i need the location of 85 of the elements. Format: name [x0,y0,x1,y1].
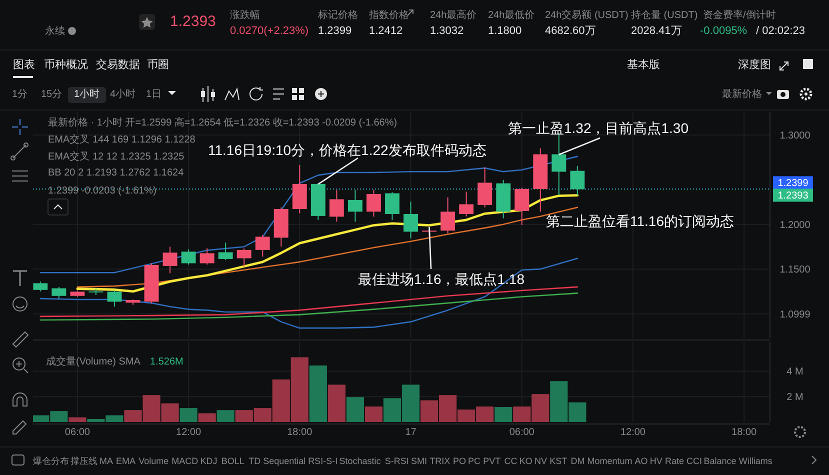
x-tick-label: 12:00 [620,427,646,438]
text: 基本版 [627,58,660,71]
text: / 02:02:23 [756,25,805,37]
text: 图表 [13,58,35,71]
annotation: 第二止盈位看11.16的订阅动态 [546,212,734,229]
annotation: BB 20 2 1.2193 1.2762 1.1624 [48,168,184,178]
text: 币圈 [147,58,169,71]
text: Williams [738,456,773,466]
annotation: 1.526M [150,356,184,368]
x-tick-label: 12:00 [176,427,202,438]
text: 涨跌幅 [230,9,260,21]
text: 深度图 [738,58,771,71]
text: 0.0270(+2.23%) [230,25,309,37]
text: PO [452,456,466,466]
text: 资金费率/倒计时 [703,9,776,21]
y-tick-label: 1.2000 [780,220,811,231]
text: KST [550,456,568,466]
text: 最新价格 [722,88,762,100]
ref-line-label: 1.2399 [778,178,809,190]
text: HV [650,456,662,466]
text: 2028.41万 [631,25,682,37]
text: 24h最高价 [430,9,477,21]
text: KDJ [200,456,218,466]
x-tick-label: 06:00 [64,427,90,438]
text: 1小时 [74,88,100,100]
x-tick-label: 17 [405,427,417,438]
text: KO [519,456,532,466]
text: 指数价格 [368,9,409,21]
text: -0.0095% [700,25,748,37]
text: NV [534,456,547,466]
text: MACD [172,456,199,466]
text: Volume [138,456,169,466]
text: BOLL [221,456,244,466]
y-tick-label: 1.3000 [780,130,811,142]
annotation: 11.16日19:10分，价格在1.22发布取件码动态 [208,142,486,158]
text: 24h最低价 [488,9,535,21]
text: 永续 [45,25,65,37]
annotation: EMA交叉 12 12 1.2325 1.2325 [48,150,185,162]
text: MA [99,456,113,466]
text: 4小时 [110,88,136,100]
y-tick-label: 1.0999 [780,309,811,320]
annotation: EMA交叉 144 169 1.1296 1.1228 [48,134,196,146]
x-tick-label: 18:00 [287,427,313,438]
text: RSI-S-I [308,456,338,466]
text: 1分 [12,88,28,100]
text: S-RSI [384,456,409,466]
text: TD Sequential [248,456,306,466]
y-tick-label: 4 M [786,366,804,378]
text: 持仓量 (USDT) [631,9,698,21]
y-tick-label: 2 M [786,392,804,404]
text: CCI [686,456,702,466]
text: Rate [664,456,684,466]
annotation: 第一止盈1.32，目前高点1.30 [508,120,689,136]
text: 爆仓分布 [33,456,69,466]
text: PVT [483,456,502,466]
text: 15分 [41,88,62,100]
text: AO [634,456,648,466]
text: 1.3032 [430,25,464,37]
text: DM [570,456,585,466]
text: Stochastic [339,456,382,466]
text: 1.1800 [488,25,522,37]
text: 1日 [146,89,162,100]
x-tick-label: 06:00 [509,427,535,438]
text: CC [504,456,518,466]
ref-line-label: 1.2393 [778,190,809,202]
text: 4682.60万 [545,25,596,37]
annotation: 1.2399 -0.0203 (-1.61%) [48,186,156,196]
text: 1.2412 [369,25,403,37]
text: Momentum [587,456,632,466]
x-tick-label: 18:00 [732,427,758,438]
text: 撑压线 [70,456,98,466]
text: Balance [704,456,736,466]
annotation: 成交量(Volume) SMA [46,356,141,368]
text: 币种概况 [44,58,88,71]
y-tick-label: 1.1500 [780,264,811,276]
text: PC [468,456,482,466]
text: 交易数据 [96,58,140,71]
text: 1.2393 [170,13,216,30]
text: 标记价格 [317,9,358,21]
text: TRIX [430,456,450,466]
text: SMI [411,456,428,466]
text: EMA [116,456,136,466]
text: 24h交易额 (USDT) [545,9,628,21]
annotation: 最新价格 · 1小时 开=1.2599 高=1.2654 低=1.2326 收=1.2393 -0.0209 (-1.66%) [48,116,398,128]
text: 1.2399 [318,25,352,37]
